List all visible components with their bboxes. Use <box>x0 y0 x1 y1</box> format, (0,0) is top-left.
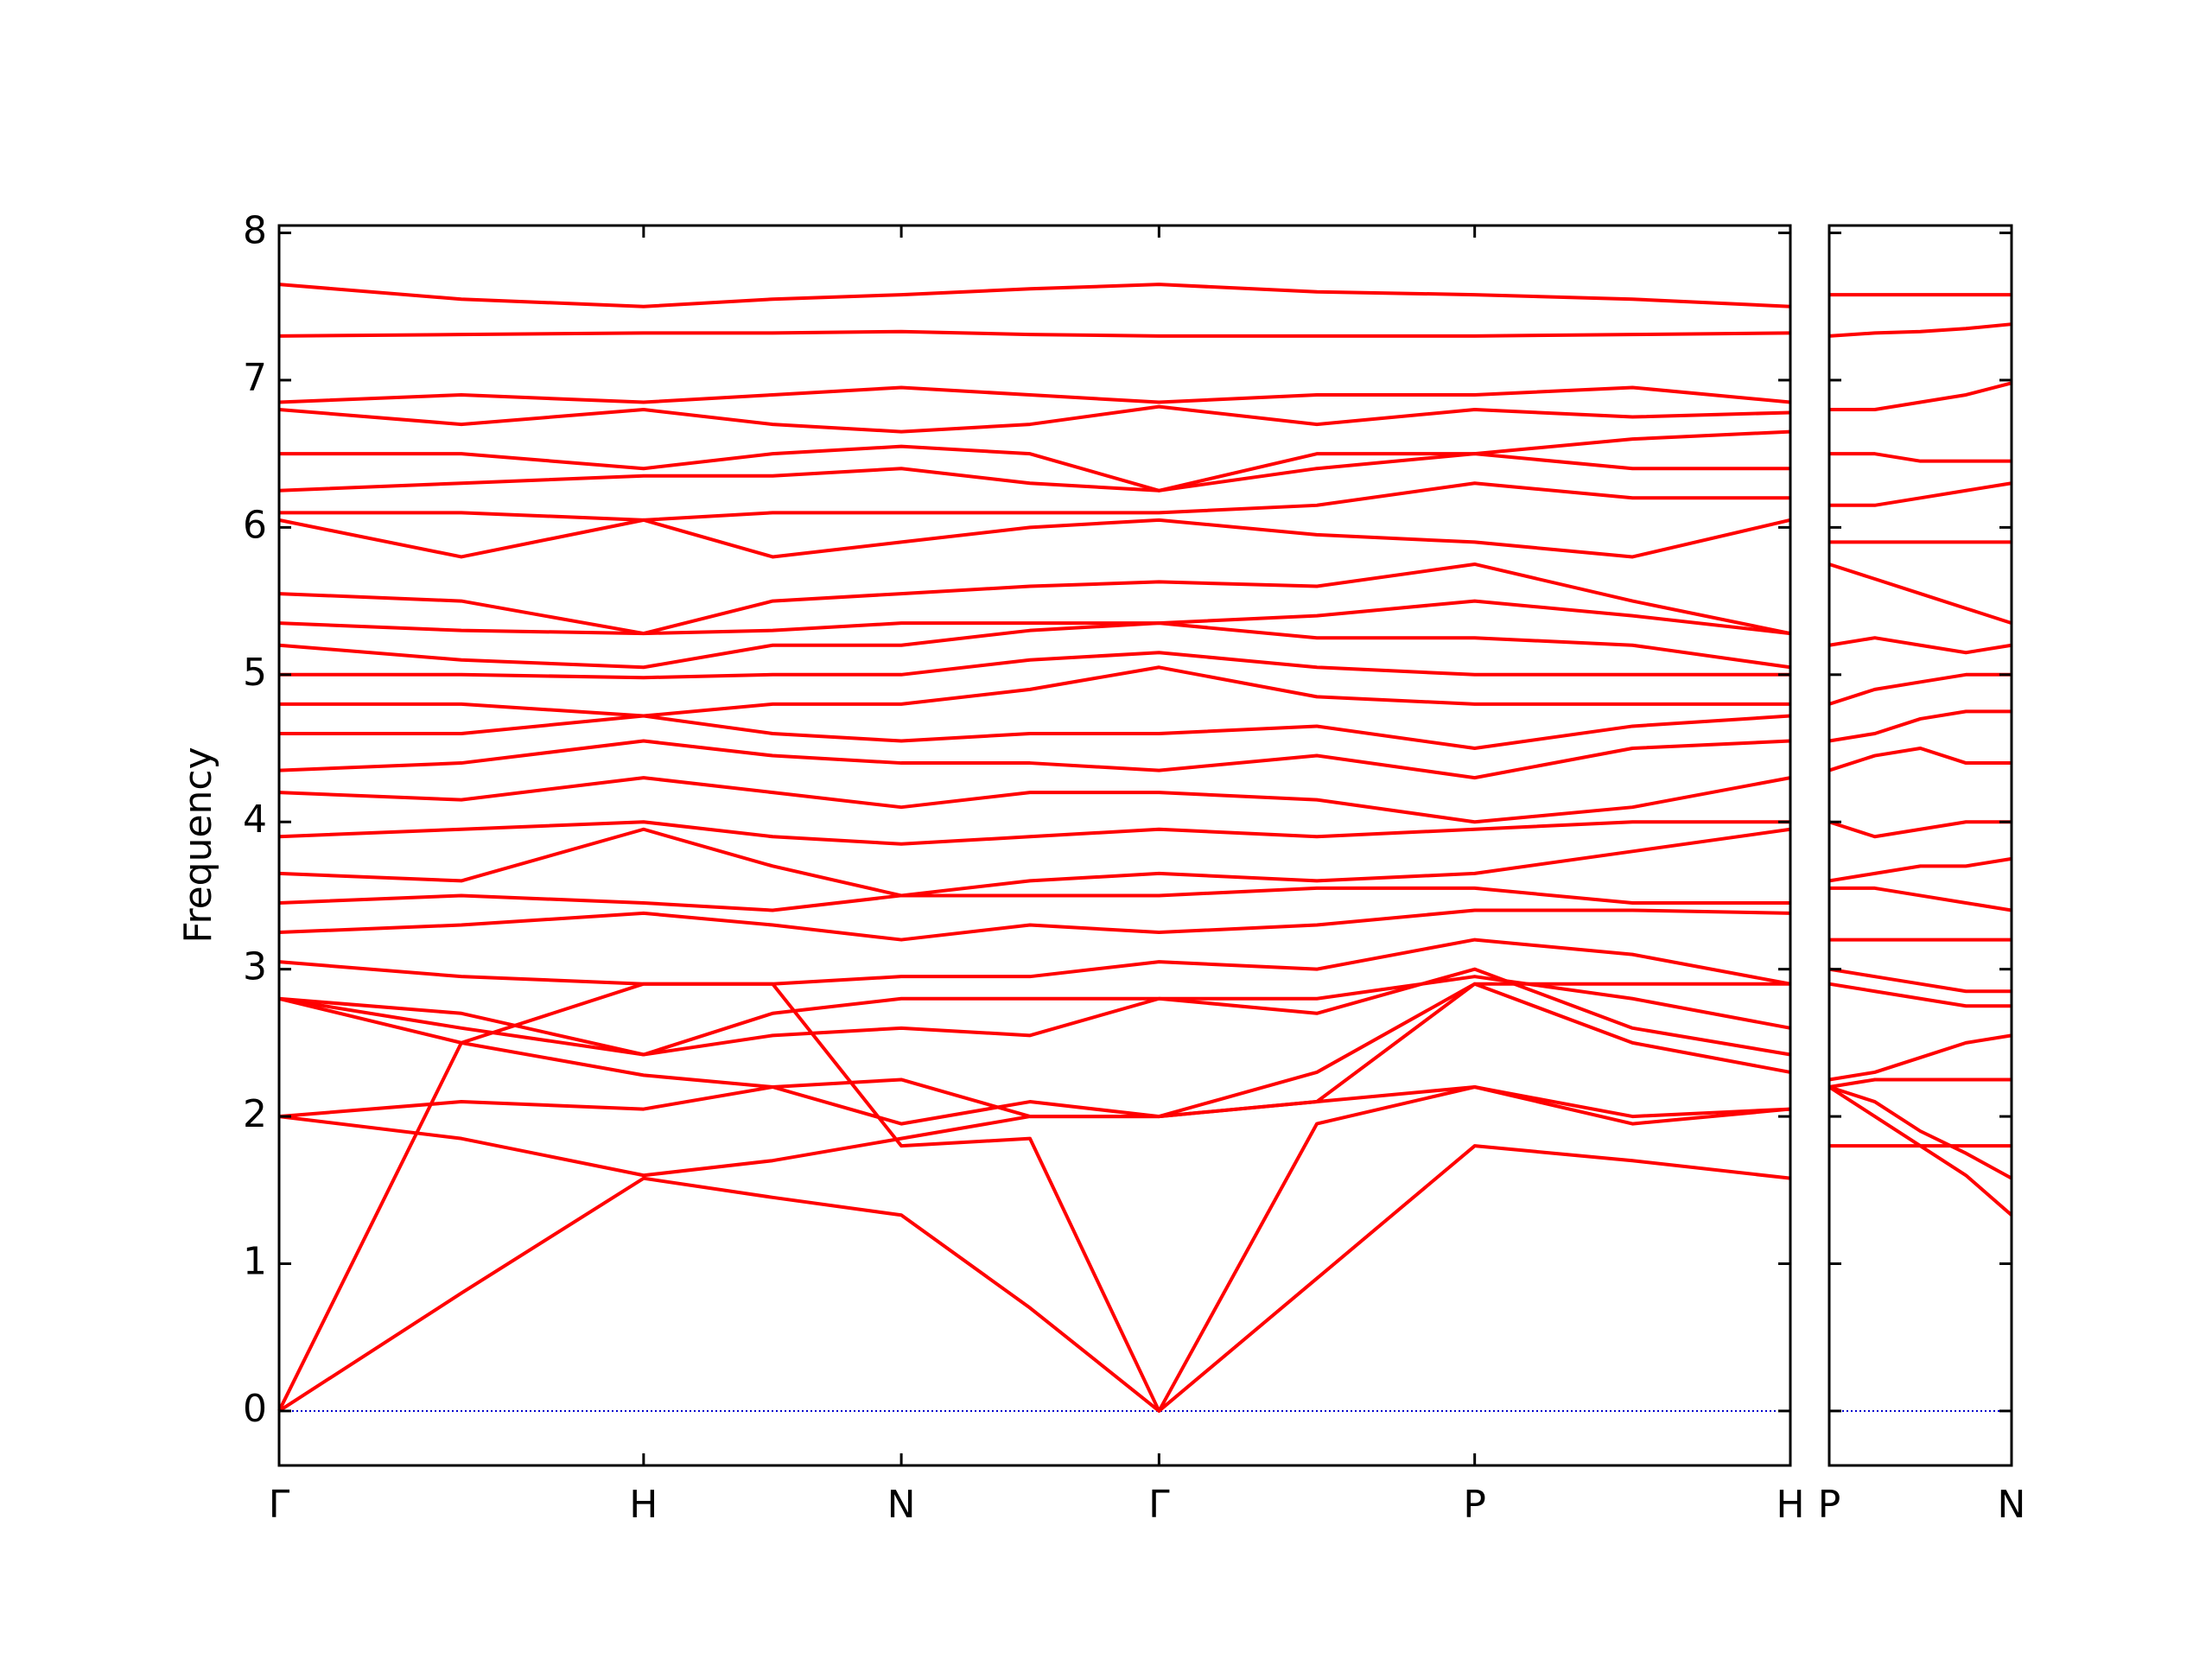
band-line <box>277 982 1791 1413</box>
band-line <box>1828 982 2012 1008</box>
band-line <box>1828 1077 2012 1089</box>
band-line <box>1827 1085 2013 1217</box>
y-tick-label: 2 <box>243 1092 267 1136</box>
band-line <box>278 452 1790 493</box>
band-line <box>1828 672 2012 706</box>
band-line <box>278 908 1791 942</box>
band-line <box>1828 967 2012 994</box>
x-tick-label: P <box>1818 1483 1841 1527</box>
band-line <box>279 714 1791 751</box>
band-line <box>278 776 1791 824</box>
x-tick-label: N <box>1998 1483 2026 1527</box>
band-line <box>278 938 1791 986</box>
band-line <box>278 599 1791 636</box>
band-line <box>1828 1033 2012 1082</box>
band-line <box>1829 886 2012 912</box>
band-line <box>278 827 1791 898</box>
y-tick-label: 1 <box>243 1240 267 1284</box>
band-line <box>1829 381 2012 412</box>
band-line <box>278 518 1791 559</box>
band-line <box>278 967 1791 1057</box>
band-line <box>277 1144 1791 1413</box>
y-axis-label: Frequency <box>176 747 220 943</box>
band-line <box>1828 322 2012 338</box>
y-tick-label: 0 <box>243 1387 267 1431</box>
band-line <box>279 651 1790 680</box>
y-tick-label: 6 <box>243 503 267 547</box>
x-tick-label: Γ <box>269 1483 290 1527</box>
band-line <box>278 820 1790 846</box>
band-line <box>1828 1085 2012 1180</box>
band-line <box>278 975 1791 1057</box>
band-line <box>1828 856 2012 883</box>
band-line <box>279 429 1791 493</box>
band-line <box>1828 820 2012 839</box>
band-line <box>1828 709 2012 743</box>
band-line <box>278 385 1791 404</box>
x-tick-label: Γ <box>1148 1483 1170 1527</box>
band-line <box>278 404 1791 434</box>
band-line <box>279 481 1790 522</box>
band-line <box>1829 452 2012 463</box>
band-line <box>278 982 1791 1119</box>
x-tick-label: N <box>887 1483 916 1527</box>
band-line <box>278 1085 1791 1126</box>
band-line <box>278 621 1791 670</box>
band-line <box>278 329 1791 338</box>
band-line <box>278 739 1791 780</box>
band-line <box>278 562 1791 636</box>
band-line <box>1829 481 2012 507</box>
y-tick-label: 3 <box>243 945 267 989</box>
band-line <box>278 283 1791 308</box>
x-tick-label: H <box>629 1483 658 1527</box>
plot-frame <box>1827 224 2013 1467</box>
y-tick-label: 5 <box>243 651 267 695</box>
plot-frame <box>277 224 1792 1467</box>
y-tick-label: 7 <box>243 356 267 400</box>
band-line <box>1828 563 2012 626</box>
band-line <box>278 886 1790 912</box>
band-line <box>279 665 1790 718</box>
y-tick-label: 4 <box>243 798 267 842</box>
x-tick-label: H <box>1776 1483 1804 1527</box>
band-line <box>1828 747 2012 772</box>
x-tick-label: P <box>1463 1483 1486 1527</box>
y-tick-label: 8 <box>243 209 267 253</box>
band-line <box>1828 636 2012 655</box>
